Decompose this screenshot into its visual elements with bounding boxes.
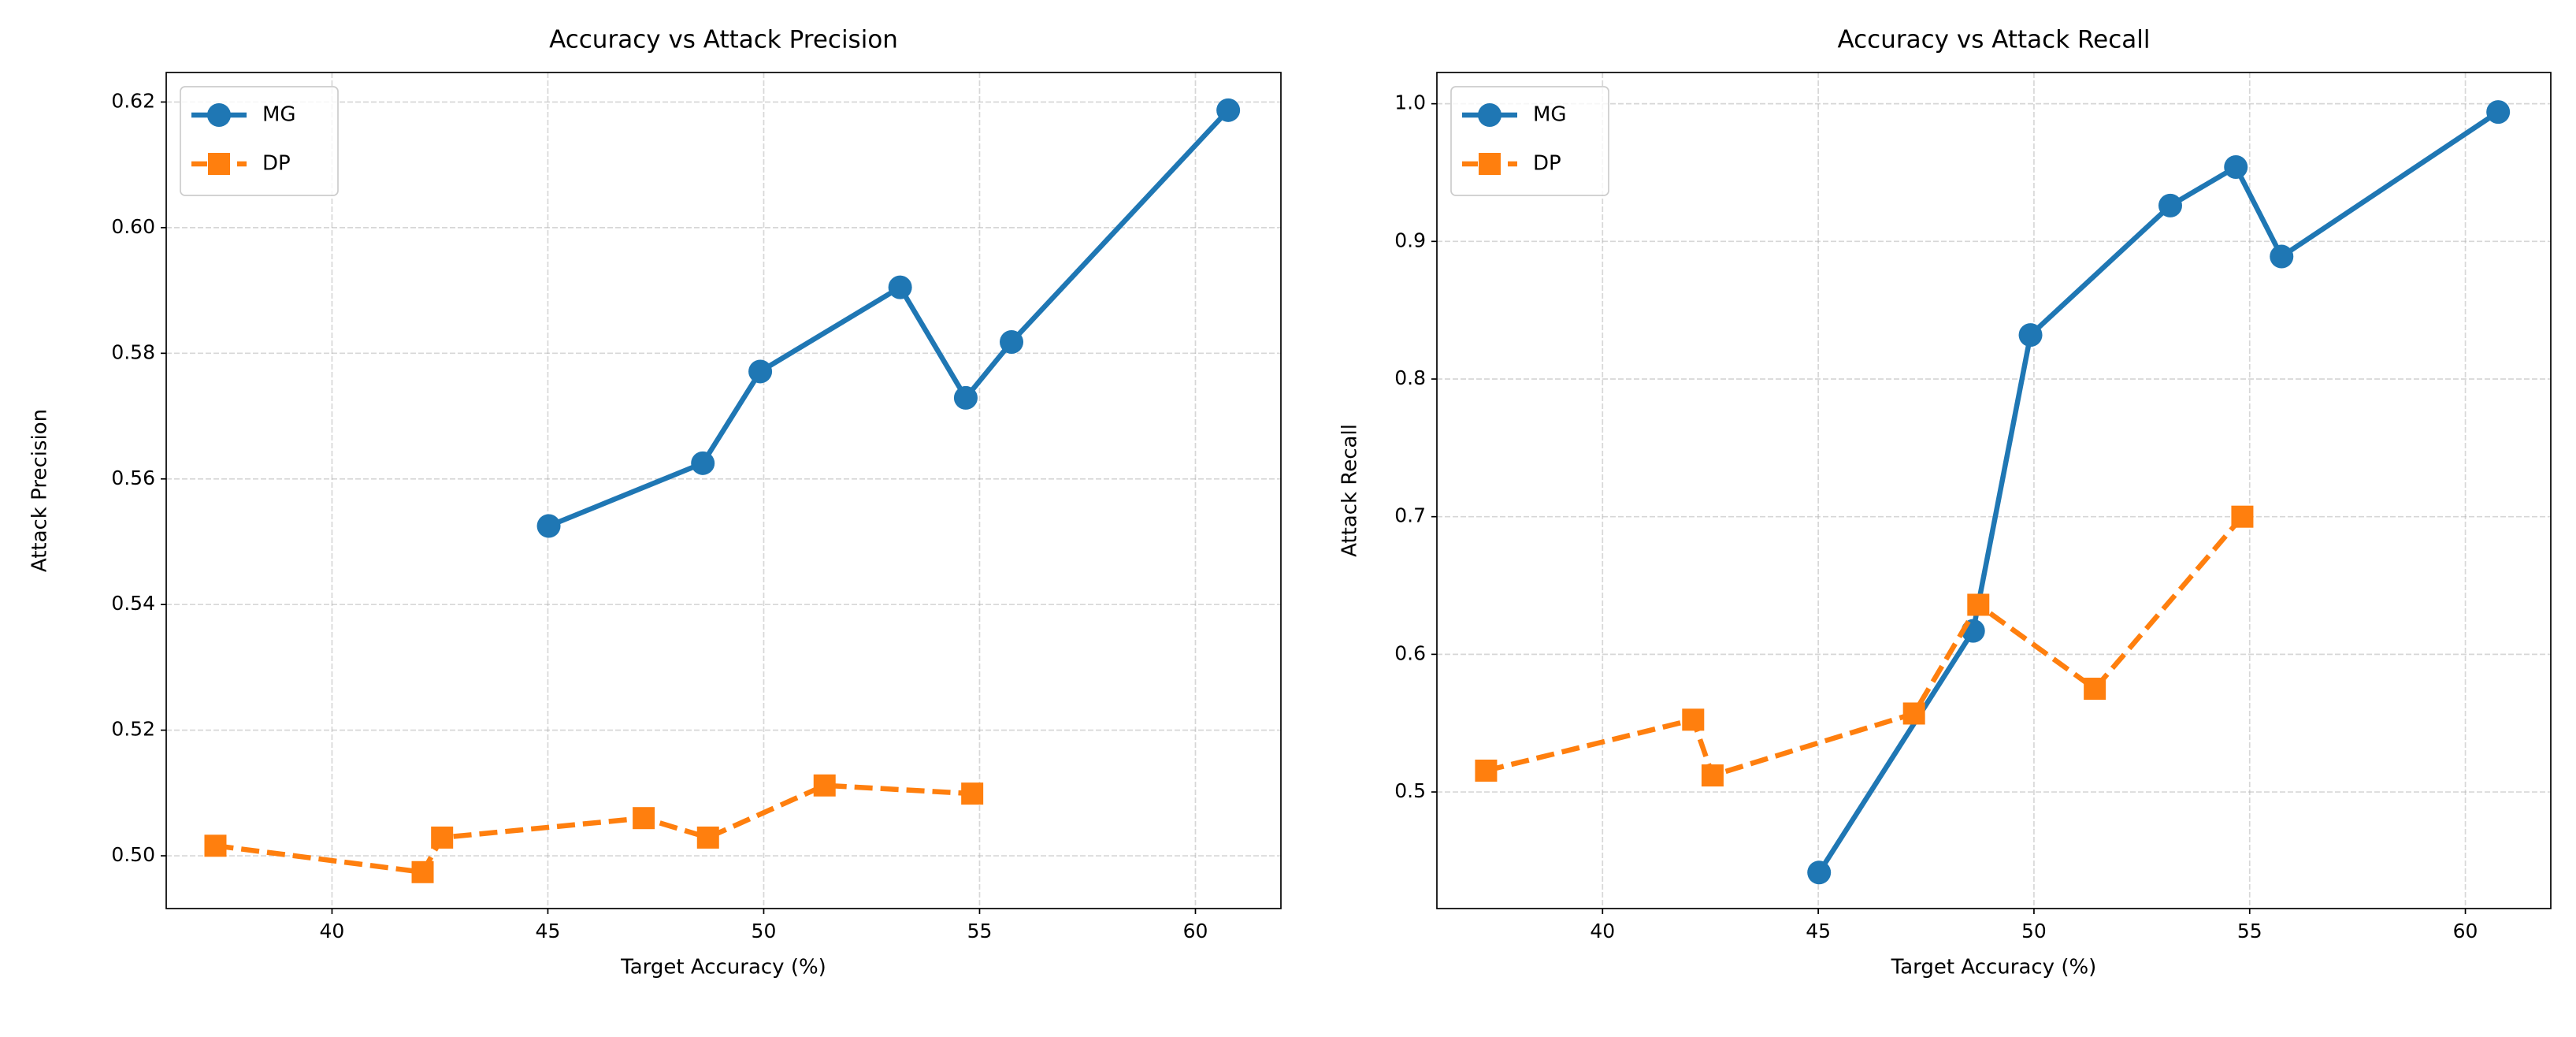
series-line [1817, 110, 2500, 874]
data-point [748, 359, 773, 384]
data-point [1216, 98, 1241, 122]
x-tick-label: 55 [2237, 920, 2262, 942]
y-tick-label: 0.52 [111, 718, 155, 741]
x-tick-label: 40 [1590, 920, 1615, 942]
y-axis-label: Attack Precision [28, 409, 52, 572]
y-tick-label: 0.9 [1394, 229, 1426, 251]
y-tick-label: 0.62 [111, 89, 155, 112]
y-tick-label: 0.54 [111, 592, 155, 615]
x-tick-label: 40 [320, 920, 345, 942]
panel: 40 45 50 55 60 0.5 0.6 0.7 0.8 0.9 1.0 Accuracy vs … [1338, 26, 2552, 979]
data-point [691, 451, 715, 475]
data-point [2270, 244, 2294, 269]
data-point [696, 826, 719, 849]
chart-title: Accuracy vs Attack Recall [1837, 26, 2150, 54]
plot-frame [1436, 72, 2552, 909]
data-point [633, 807, 655, 830]
legend-marker [208, 153, 230, 175]
y-tick-label: 0.56 [111, 466, 155, 489]
legend-label: MG [262, 103, 296, 127]
legend-box [180, 86, 339, 196]
data-point [961, 782, 984, 805]
x-tick-label: 60 [1183, 920, 1208, 942]
data-point [1902, 702, 1925, 725]
data-point [2158, 193, 2182, 217]
data-point [1682, 708, 1705, 731]
plot-frame [165, 72, 1282, 909]
data-point [2231, 505, 2254, 528]
legend-box [1450, 86, 1609, 196]
series-line [1485, 515, 2244, 779]
data-point [953, 385, 978, 410]
x-axis-label: Target Accuracy (%) [620, 956, 826, 979]
x-tick-label: 50 [752, 920, 777, 942]
data-point [1807, 860, 1832, 885]
series-line [215, 782, 973, 875]
legend-marker [207, 103, 231, 127]
x-tick-label: 45 [536, 920, 561, 942]
data-point [2018, 323, 2043, 348]
legend-marker [1478, 103, 1501, 127]
data-point [411, 860, 434, 883]
x-tick-label: 60 [2453, 920, 2478, 942]
data-point [813, 774, 836, 797]
y-tick-label: 0.5 [1394, 779, 1426, 802]
y-tick-label: 0.58 [111, 340, 155, 363]
data-point [431, 826, 454, 849]
x-tick-label: 55 [967, 920, 993, 942]
y-tick-label: 0.50 [111, 843, 155, 866]
y-tick-label: 0.60 [111, 215, 155, 238]
chart-title: Accuracy vs Attack Precision [549, 26, 898, 54]
legend-label: DP [262, 152, 291, 176]
data-point [2084, 678, 2106, 701]
legend-label: DP [1533, 152, 1561, 176]
y-tick-label: 0.8 [1394, 366, 1426, 389]
data-point [204, 834, 227, 857]
data-point [888, 275, 912, 299]
series-line [547, 108, 1230, 529]
y-tick-label: 0.7 [1394, 504, 1426, 527]
data-point [1701, 764, 1724, 787]
x-tick-label: 45 [1806, 920, 1831, 942]
y-tick-label: 1.0 [1394, 91, 1426, 114]
legend-label: MG [1533, 103, 1567, 127]
data-point [1475, 759, 1498, 782]
data-point [1967, 593, 1990, 616]
y-tick-label: 0.6 [1394, 641, 1426, 664]
panel: 40 45 50 55 60 0.50 0.52 0.54 0.56 0.58 0.60 0.62 Ac… [28, 26, 1282, 979]
data-point [2486, 100, 2511, 125]
data-point [536, 514, 561, 538]
x-tick-label: 50 [2021, 920, 2047, 942]
legend-marker [1479, 153, 1501, 175]
x-axis-label: Target Accuracy (%) [1891, 956, 2097, 979]
y-axis-label: Attack Recall [1338, 424, 1362, 557]
data-point [2224, 155, 2248, 180]
data-point [1000, 329, 1024, 354]
